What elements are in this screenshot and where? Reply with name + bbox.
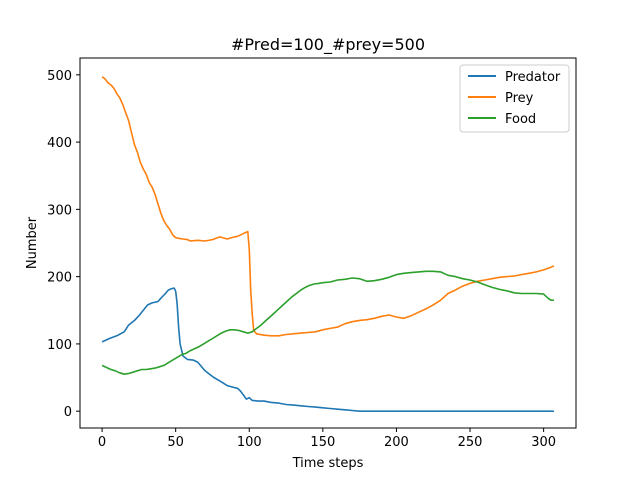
x-tick-label: 300 — [531, 435, 556, 450]
legend-label-predator: Predator — [505, 70, 561, 85]
plot-frame — [79, 57, 577, 429]
x-tick-label: 200 — [384, 435, 409, 450]
ticks-layer: 0 50 100 150 200 250 300 0 100 200 300 400 500 — [47, 69, 556, 450]
x-tick-label: 150 — [310, 435, 335, 450]
chart-title: #Pred=100_#prey=500 — [231, 35, 425, 55]
x-tick-label: 50 — [167, 435, 184, 450]
legend: Predator Prey Food — [459, 64, 570, 133]
y-tick-label: 300 — [47, 203, 72, 218]
x-tick-label: 250 — [458, 435, 483, 450]
y-tick-label: 200 — [47, 271, 72, 286]
legend-label-food: Food — [505, 112, 536, 127]
x-tick-label: 0 — [98, 435, 106, 450]
y-tick-label: 500 — [47, 69, 72, 84]
y-tick-label: 400 — [47, 136, 72, 151]
legend-frame — [459, 64, 570, 133]
y-tick-label: 100 — [47, 338, 72, 353]
x-tick-label: 100 — [237, 435, 262, 450]
x-axis-label: Time steps — [292, 456, 364, 471]
y-tick-label: 0 — [64, 405, 72, 420]
series-layer — [101, 76, 555, 413]
legend-label-prey: Prey — [505, 91, 534, 106]
series-line-food — [101, 270, 554, 376]
series-line-prey — [101, 76, 555, 337]
y-axis-label: Number — [25, 216, 40, 269]
series-line-predator — [101, 287, 554, 413]
